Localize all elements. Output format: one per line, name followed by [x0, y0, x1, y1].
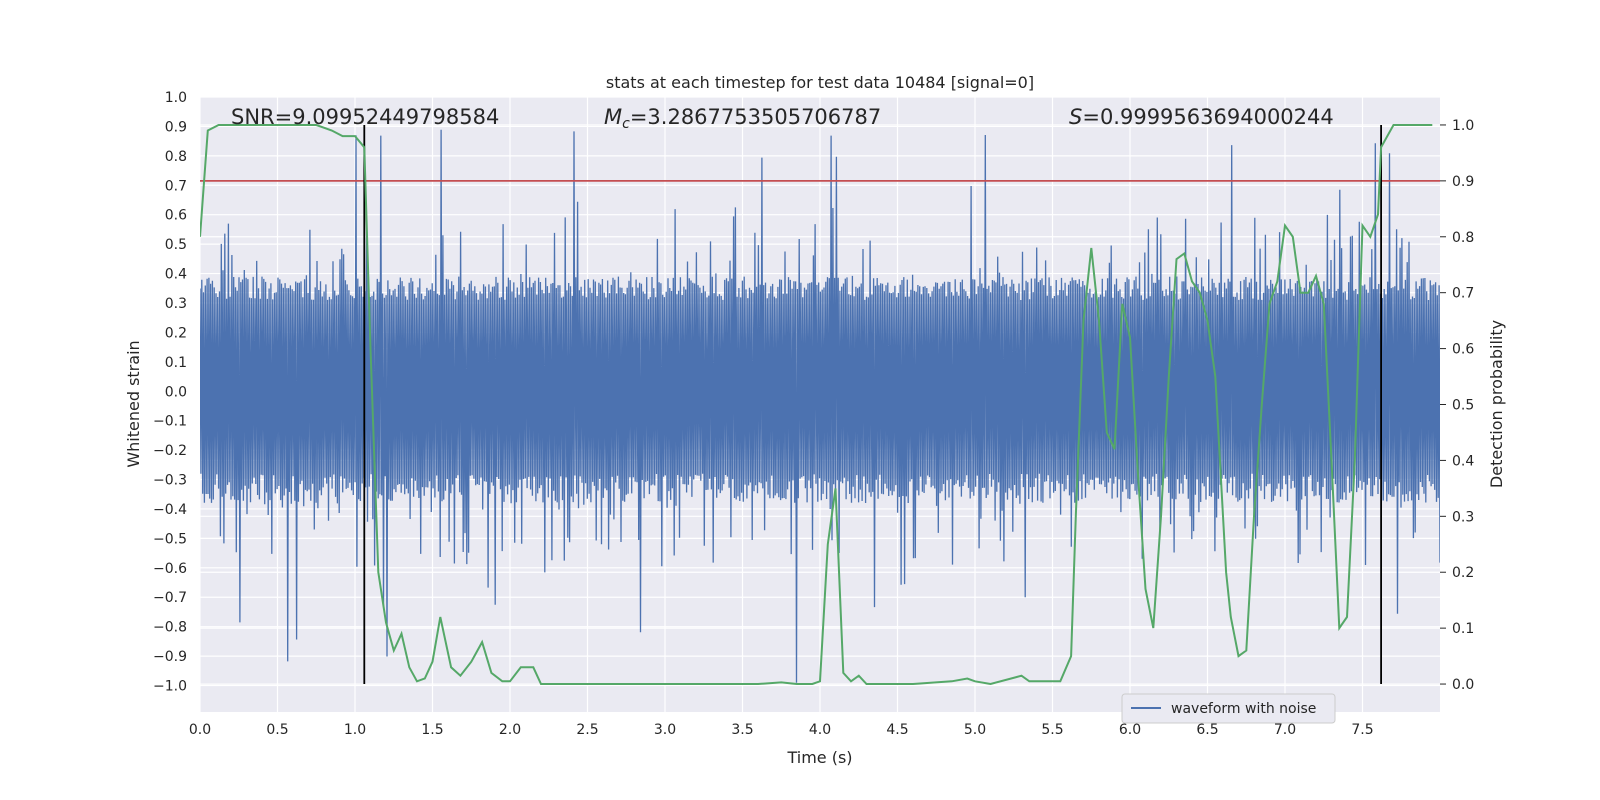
left-y-tick-label: −0.1: [153, 414, 187, 430]
legend: waveform with noise: [1121, 693, 1336, 724]
left-y-tick-label: −1.0: [153, 679, 187, 695]
right-y-axis-ticks: 1.0 0.9 0.8 0.7 0.6 0.5 0.4 0.3 0.2 0.1 0.0: [1440, 118, 1474, 693]
chirp-mass-symbol: M: [604, 105, 622, 129]
left-y-tick-label: 0.1: [165, 355, 187, 371]
left-y-tick-label: −0.7: [153, 590, 187, 606]
left-y-tick-label: −0.4: [153, 502, 187, 518]
left-y-tick-label: 1.0: [165, 90, 187, 106]
left-y-tick-label: 0.3: [165, 296, 187, 312]
left-y-tick-label: −0.5: [153, 531, 187, 547]
x-tick-label: 1.0: [344, 722, 366, 738]
right-y-tick-label: 0.0: [1452, 677, 1474, 693]
left-y-tick-label: −0.9: [153, 649, 187, 665]
right-y-tick-label: 0.3: [1452, 509, 1474, 525]
left-y-tick-label: 0.2: [165, 325, 187, 341]
s-symbol: S: [1069, 105, 1082, 129]
x-tick-label: 7.5: [1351, 722, 1373, 738]
x-tick-label: 0.5: [266, 722, 288, 738]
x-tick-label: 6.5: [1196, 722, 1218, 738]
right-y-tick-label: 0.7: [1452, 286, 1474, 302]
x-tick-label: 3.5: [731, 722, 753, 738]
right-y-tick-label: 0.5: [1452, 398, 1474, 414]
x-tick-label: 3.0: [654, 722, 676, 738]
left-y-tick-label: 0.8: [165, 149, 187, 165]
left-y-axis-ticks: 1.0 0.9 0.8 0.7 0.6 0.5 0.4 0.3 0.2 0.1 0.0 −0.1 −0.…: [153, 90, 187, 695]
x-tick-label: 2.0: [499, 722, 521, 738]
detection-probability-line: [200, 124, 1433, 686]
right-y-tick-label: 0.2: [1452, 565, 1474, 581]
right-y-tick-label: 1.0: [1452, 118, 1474, 134]
x-tick-label: 4.5: [886, 722, 908, 738]
waveform-series-line: [200, 129, 1440, 683]
right-y-tick-label: 0.9: [1452, 174, 1474, 190]
s-annotation: S=0.9999563694000244: [1069, 105, 1334, 129]
left-y-tick-label: 0.6: [165, 208, 187, 224]
chirp-mass-annotation: Mc=3.2867753505706787: [604, 105, 881, 132]
left-y-tick-label: −0.8: [153, 620, 187, 636]
right-y-tick-label: 0.4: [1452, 453, 1474, 469]
x-axis-ticks: 0.0 0.5 1.0 1.5 2.0 2.5 3.0 3.5 4.0 4.5 5.0 5.5 6.0 6…: [189, 722, 1374, 738]
x-tick-label: 5.5: [1041, 722, 1063, 738]
x-tick-label: 1.5: [421, 722, 443, 738]
left-y-tick-label: 0.5: [165, 237, 187, 253]
snr-annotation: SNR=9.09952449798584: [231, 105, 499, 129]
left-y-tick-label: 0.0: [165, 384, 187, 400]
x-tick-label: 2.5: [576, 722, 598, 738]
x-tick-label: 0.0: [189, 722, 211, 738]
left-y-axis-label: Whitened strain: [124, 340, 143, 467]
s-value: =0.9999563694000244: [1082, 105, 1333, 129]
left-y-tick-label: −0.2: [153, 443, 187, 459]
x-tick-label: 6.0: [1119, 722, 1141, 738]
x-axis-label: Time (s): [786, 748, 852, 767]
chart-title: stats at each timestep for test data 104…: [606, 73, 1034, 92]
legend-label: waveform with noise: [1171, 701, 1316, 717]
right-y-tick-label: 0.1: [1452, 621, 1474, 637]
left-y-tick-label: −0.3: [153, 473, 187, 489]
chirp-mass-subscript: c: [622, 116, 630, 132]
x-tick-label: 5.0: [964, 722, 986, 738]
left-y-tick-label: 0.7: [165, 178, 187, 194]
left-y-tick-label: −0.6: [153, 561, 187, 577]
right-y-axis-label: Detection probability: [1487, 320, 1506, 488]
x-tick-label: 4.0: [809, 722, 831, 738]
chirp-mass-value: =3.2867753505706787: [630, 105, 881, 129]
left-y-tick-label: 0.9: [165, 119, 187, 135]
right-y-tick-label: 0.8: [1452, 230, 1474, 246]
left-y-tick-label: 0.4: [165, 267, 187, 283]
legend-box: [1121, 693, 1336, 724]
x-tick-label: 7.0: [1274, 722, 1296, 738]
right-y-tick-label: 0.6: [1452, 342, 1474, 358]
